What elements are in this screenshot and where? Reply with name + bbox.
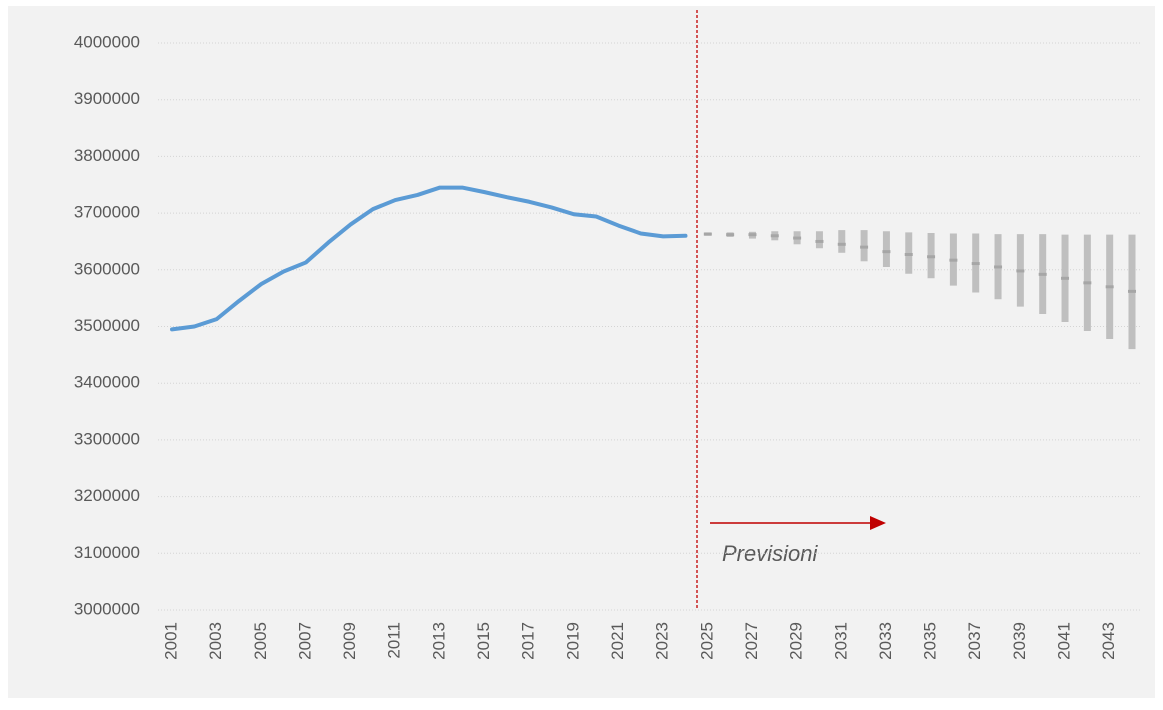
x-tick-label: 2003 [206,622,225,660]
x-tick-label: 2031 [831,622,850,660]
x-tick-label: 2023 [653,622,672,660]
arrow-head [870,516,886,530]
y-tick-label: 3200000 [74,486,140,505]
y-tick-label: 3300000 [74,429,140,448]
x-tick-label: 2013 [429,622,448,660]
x-tick-label: 2035 [921,622,940,660]
y-tick-label: 3500000 [74,316,140,335]
line-series [170,185,688,332]
x-tick-label: 2001 [161,622,180,660]
y-tick-label: 3700000 [74,203,140,222]
x-tick-label: 2039 [1010,622,1029,660]
x-tick-label: 2015 [474,622,493,660]
x-tick-label: 2043 [1099,622,1118,660]
x-tick-label: 2017 [519,622,538,660]
y-tick-label: 3600000 [74,259,140,278]
y-tick-label: 3900000 [74,89,140,108]
y-tick-label: 3800000 [74,146,140,165]
x-tick-label: 2011 [385,622,404,659]
x-tick-label: 2025 [697,622,716,660]
x-tick-label: 2005 [251,622,270,660]
y-tick-label: 3000000 [74,599,140,618]
x-tick-label: 2019 [563,622,582,660]
x-tick-label: 2007 [295,622,314,660]
x-tick-label: 2041 [1055,622,1074,660]
chart-background [8,6,1155,698]
y-tick-label: 3100000 [74,543,140,562]
x-tick-label: 2009 [340,622,359,660]
x-tick-label: 2027 [742,622,761,660]
y-tick-label: 3400000 [74,373,140,392]
x-tick-label: 2029 [787,622,806,660]
x-tick-label: 2037 [965,622,984,660]
x-tick-label: 2021 [608,622,627,660]
y-tick-label: 4000000 [74,32,140,51]
x-tick-label: 2033 [876,622,895,660]
